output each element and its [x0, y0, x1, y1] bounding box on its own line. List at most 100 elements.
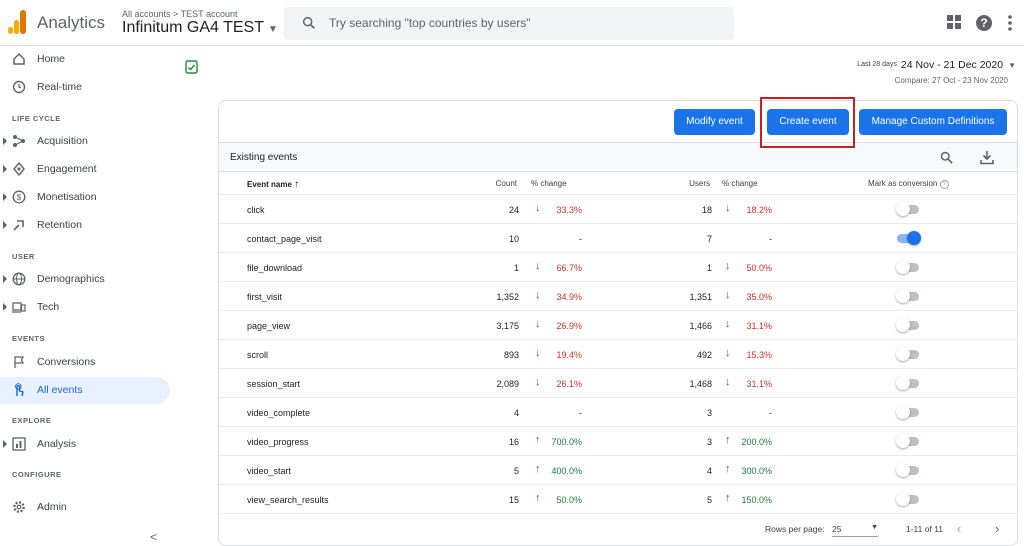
event-name[interactable]: video_complete: [247, 408, 311, 418]
section-events: EVENTS: [12, 334, 46, 343]
sidebar-item-real-time[interactable]: Real-time: [0, 74, 170, 101]
toggle-knob: [896, 463, 910, 477]
down-arrow-icon: ↓: [725, 260, 731, 272]
sidebar-item-label: Tech: [37, 301, 60, 313]
event-name[interactable]: click: [247, 205, 265, 215]
event-name[interactable]: page_view: [247, 321, 291, 331]
event-name[interactable]: video_progress: [247, 437, 309, 447]
column-header-mark-as-conversion: Mark as conversion ?: [868, 179, 949, 189]
sidebar-item-admin[interactable]: Admin: [0, 494, 170, 521]
table-row[interactable]: contact_page_visit 10 - 7 -: [219, 224, 1017, 253]
column-header-count[interactable]: Count: [495, 179, 517, 188]
event-count: 16: [508, 437, 519, 447]
table-row[interactable]: page_view 3,175 ↓ 26.9% 1,466 ↓ 31.1%: [219, 311, 1017, 340]
column-header-event-name[interactable]: Event name ↑: [247, 179, 299, 190]
down-arrow-icon: ↓: [535, 260, 541, 272]
users-change: 150.0%: [741, 495, 772, 505]
rows-per-page-select[interactable]: 25 ▼: [832, 524, 878, 537]
sidebar-item-retention[interactable]: Retention: [0, 212, 170, 239]
event-name[interactable]: view_search_results: [247, 495, 329, 505]
event-name[interactable]: video_start: [247, 466, 292, 476]
next-page-icon[interactable]: ›: [995, 521, 1000, 536]
column-header-count-change[interactable]: % change: [531, 179, 567, 188]
users-change: 31.1%: [746, 321, 772, 331]
table-row[interactable]: video_complete 4 - 3 -: [219, 398, 1017, 427]
users-change: 300.0%: [741, 466, 772, 476]
event-count: 893: [503, 350, 519, 360]
conversion-toggle[interactable]: [896, 376, 919, 390]
sidebar-item-all-events[interactable]: All events: [0, 377, 170, 404]
table-row[interactable]: view_search_results 15 ↑ 50.0% 5 ↑ 150.0%: [219, 485, 1017, 514]
down-arrow-icon: ↓: [535, 376, 541, 388]
sidebar-item-monetisation[interactable]: $ Monetisation: [0, 184, 170, 211]
table-row[interactable]: session_start 2,089 ↓ 26.1% 1,468 ↓ 31.1%: [219, 369, 1017, 398]
event-name[interactable]: first_visit: [247, 292, 283, 302]
expand-arrow-icon: [3, 440, 7, 448]
table-row[interactable]: video_start 5 ↑ 400.0% 4 ↑ 300.0%: [219, 456, 1017, 485]
breadcrumb[interactable]: All accounts > TEST account: [122, 9, 238, 19]
table-row[interactable]: file_download 1 ↓ 66.7% 1 ↓ 50.0%: [219, 253, 1017, 282]
event-name[interactable]: contact_page_visit: [247, 234, 322, 244]
help-icon[interactable]: ?: [975, 14, 993, 32]
section-life-cycle: LIFE CYCLE: [12, 114, 61, 123]
create-event-button[interactable]: Create event: [767, 109, 849, 135]
up-arrow-icon: ↑: [535, 492, 541, 504]
modify-event-button[interactable]: Modify event: [674, 109, 755, 135]
conversion-toggle[interactable]: [897, 231, 921, 245]
table-row[interactable]: first_visit 1,352 ↓ 34.9% 1,351 ↓ 35.0%: [219, 282, 1017, 311]
column-header-users[interactable]: Users: [689, 179, 710, 188]
sidebar-item-label: Real-time: [37, 81, 82, 93]
column-header-users-change[interactable]: % change: [722, 179, 758, 188]
sidebar-item-home[interactable]: Home: [0, 46, 170, 73]
conversion-toggle[interactable]: [896, 289, 919, 303]
table-row[interactable]: click 24 ↓ 33.3% 18 ↓ 18.2%: [219, 195, 1017, 224]
download-icon[interactable]: [980, 150, 994, 165]
conversion-toggle[interactable]: [896, 434, 919, 448]
sidebar-item-conversions[interactable]: Conversions: [0, 349, 170, 376]
conversion-toggle[interactable]: [896, 347, 919, 361]
date-range-label: Last 28 days: [857, 61, 897, 68]
sidebar-item-acquisition[interactable]: Acquisition: [0, 128, 170, 155]
saved-check-icon[interactable]: [185, 60, 198, 74]
more-vert-icon[interactable]: [1005, 14, 1015, 32]
sidebar-item-analysis[interactable]: Analysis: [0, 431, 170, 458]
home-icon: [13, 52, 25, 65]
event-name[interactable]: scroll: [247, 350, 269, 360]
conversion-toggle[interactable]: [896, 202, 919, 216]
apps-icon[interactable]: [946, 14, 962, 30]
up-arrow-icon: ↑: [535, 434, 541, 446]
collapse-sidebar-icon[interactable]: <: [150, 530, 158, 544]
date-range-picker[interactable]: Last 28 days 24 Nov - 21 Dec 2020 ▼ Compar…: [857, 55, 1016, 85]
sidebar-item-demographics[interactable]: Demographics: [0, 266, 170, 293]
down-arrow-icon: ↓: [725, 347, 731, 359]
globe-icon: [12, 272, 26, 286]
conversion-toggle[interactable]: [896, 318, 919, 332]
event-count: 5: [513, 466, 519, 476]
event-users: 3: [706, 408, 712, 418]
sidebar-item-engagement[interactable]: Engagement: [0, 156, 170, 183]
search-bar[interactable]: Try searching "top countries by users": [284, 7, 734, 40]
conversion-toggle[interactable]: [896, 260, 919, 274]
table-row[interactable]: scroll 893 ↓ 19.4% 492 ↓ 15.3%: [219, 340, 1017, 369]
search-placeholder: Try searching "top countries by users": [329, 16, 531, 30]
analytics-logo[interactable]: [8, 10, 26, 34]
sidebar-item-tech[interactable]: Tech: [0, 294, 170, 321]
conversion-toggle[interactable]: [896, 492, 919, 506]
prev-page-icon[interactable]: ‹: [957, 521, 962, 536]
event-users: 5: [706, 495, 712, 505]
info-icon[interactable]: ?: [939, 180, 949, 189]
manage-custom-definitions-button[interactable]: Manage Custom Definitions: [859, 109, 1007, 135]
conversion-toggle[interactable]: [896, 405, 919, 419]
search-icon[interactable]: [939, 150, 954, 165]
sidebar-item-label: All events: [37, 384, 83, 396]
event-users: 7: [706, 234, 712, 244]
event-name[interactable]: file_download: [247, 263, 303, 273]
event-name[interactable]: session_start: [247, 379, 301, 389]
sidebar-item-label: Analysis: [37, 438, 77, 450]
compare-range: Compare: 27 Oct - 23 Nov 2020: [894, 76, 1008, 85]
property-selector[interactable]: Infinitum GA4 TEST ▼: [122, 19, 278, 37]
event-count: 10: [508, 234, 519, 244]
toggle-knob: [896, 289, 910, 303]
table-row[interactable]: video_progress 16 ↑ 700.0% 3 ↑ 200.0%: [219, 427, 1017, 456]
conversion-toggle[interactable]: [896, 463, 919, 477]
